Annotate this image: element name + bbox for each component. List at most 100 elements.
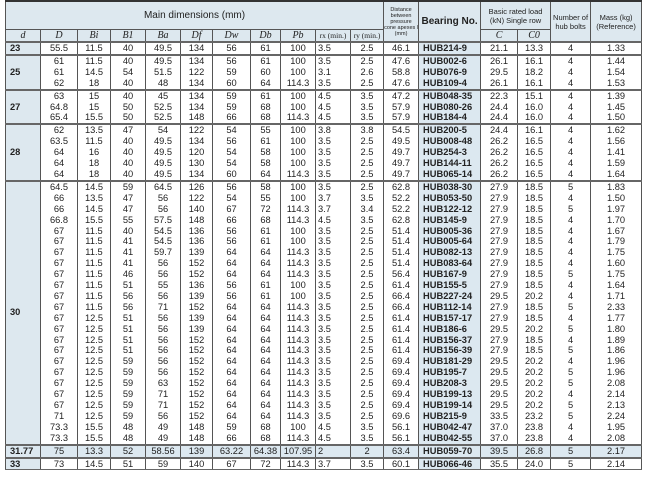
value-cell: 64 bbox=[212, 269, 251, 281]
value-cell: 4 bbox=[550, 158, 592, 169]
value-cell: 2.5 bbox=[349, 225, 385, 237]
value-cell: 2.14 bbox=[590, 456, 643, 471]
value-cell: 139 bbox=[180, 290, 213, 302]
value-cell: 134 bbox=[180, 168, 213, 182]
value-cell: 61.4 bbox=[383, 312, 420, 324]
value-cell: 59 bbox=[110, 367, 146, 379]
value-cell: 56 bbox=[212, 225, 251, 237]
value-cell: 139 bbox=[180, 247, 213, 259]
value-cell: 12.5 bbox=[77, 323, 111, 335]
value-cell: 64.38 bbox=[250, 443, 281, 459]
table-row: 23 55.5 11.5 40 49.5 134 56 61 100 3.5 2.5 46.1 HUB2… bbox=[5, 41, 643, 56]
value-cell: 67 bbox=[212, 456, 251, 471]
value-cell: 5 bbox=[550, 400, 592, 411]
value-cell: 4 bbox=[550, 53, 592, 67]
value-cell: 136 bbox=[180, 236, 213, 248]
value-cell: 67 bbox=[40, 301, 78, 313]
value-cell: 16.5 bbox=[517, 158, 552, 169]
table-row: 67 11.5 51 55 136 56 61 100 3.5 2.5 61.4 HUB155-5 27… bbox=[6, 280, 643, 291]
value-cell: 56 bbox=[145, 192, 181, 204]
value-cell: 4 bbox=[550, 123, 592, 137]
bearing-number-cell: HUB122-12 bbox=[418, 203, 482, 215]
value-cell: 114.3 bbox=[280, 77, 316, 91]
value-cell: 152 bbox=[180, 345, 213, 357]
value-cell: 16.0 bbox=[517, 112, 552, 125]
value-cell: 66 bbox=[212, 214, 251, 226]
value-cell: 61 bbox=[250, 88, 281, 102]
bearing-number-cell: HUB199-13 bbox=[418, 389, 482, 400]
value-cell: 56 bbox=[145, 312, 181, 324]
value-cell: 64 bbox=[212, 334, 251, 346]
value-cell: 27.9 bbox=[480, 301, 519, 313]
value-cell: 64 bbox=[250, 356, 281, 368]
value-cell: 3.5 bbox=[349, 88, 385, 102]
value-cell: 67 bbox=[212, 203, 251, 215]
value-cell: 3.5 bbox=[315, 400, 351, 411]
value-cell: 50 bbox=[110, 112, 146, 125]
bearing-number-cell: HUB208-3 bbox=[418, 378, 482, 390]
value-cell: 18.5 bbox=[517, 301, 552, 313]
value-cell: 5 bbox=[550, 323, 592, 335]
value-cell: 2.5 bbox=[349, 290, 385, 302]
value-cell: 1.71 bbox=[590, 290, 643, 302]
value-cell: 5 bbox=[550, 179, 592, 193]
value-cell: 1.96 bbox=[590, 367, 643, 379]
value-cell: 134 bbox=[180, 77, 213, 91]
value-cell: 21.1 bbox=[480, 41, 519, 56]
value-cell: 51.4 bbox=[383, 225, 420, 237]
value-cell: 1.86 bbox=[590, 345, 643, 357]
bearing-number-cell: HUB155-5 bbox=[418, 280, 482, 291]
value-cell: 61 bbox=[40, 66, 78, 78]
value-cell: 29.5 bbox=[480, 367, 519, 379]
bore-group: 30 64.5 14.5 59 64.5 126 56 58 100 3.5 2.5 62.8 HUB0… bbox=[5, 179, 643, 446]
value-cell: 27.9 bbox=[480, 269, 519, 281]
value-cell: 64 bbox=[250, 168, 281, 182]
value-cell: 3.5 bbox=[349, 101, 385, 113]
value-cell: 4 bbox=[550, 77, 592, 91]
table-row: 62 18 40 48 134 60 64 114.3 3.5 2.5 47.6 HUB109-4 26… bbox=[6, 77, 643, 91]
column-header: d bbox=[5, 29, 41, 43]
value-cell: 59 bbox=[110, 378, 146, 390]
value-cell: 73.3 bbox=[40, 421, 78, 433]
value-cell: 4 bbox=[550, 312, 592, 324]
value-cell: 64 bbox=[40, 168, 78, 182]
value-cell: 20.2 bbox=[517, 356, 552, 368]
table-row: 66.8 15.5 55 57.5 148 66 68 114.3 4.5 3.5 62.8 HUB1… bbox=[6, 214, 643, 226]
value-cell: 56 bbox=[110, 301, 146, 313]
table-row: 31.77 75 13.3 52 58.56 139 63.22 64.38 107.95 2 2 6… bbox=[5, 443, 643, 459]
value-cell: 51.5 bbox=[145, 66, 181, 78]
value-cell: 16.5 bbox=[517, 136, 552, 148]
value-cell: 1.45 bbox=[590, 101, 643, 113]
value-cell: 69.4 bbox=[383, 389, 420, 400]
value-cell: 4 bbox=[550, 421, 592, 433]
value-cell: 2.5 bbox=[349, 77, 385, 91]
bearing-number-cell: HUB184-4 bbox=[418, 112, 482, 125]
value-cell: 64 bbox=[212, 323, 251, 335]
value-cell: 64 bbox=[250, 410, 281, 422]
value-cell: 27.9 bbox=[480, 225, 519, 237]
value-cell: 16.1 bbox=[517, 77, 552, 91]
table-row: 64 18 40 49.5 134 60 64 114.3 3.5 2.5 49.7 HUB065-1… bbox=[6, 168, 643, 182]
value-cell: 68 bbox=[250, 214, 281, 226]
value-cell: 64 bbox=[212, 356, 251, 368]
value-cell: 3.5 bbox=[315, 323, 351, 335]
table-header: Main dimensions (mm) Distance between pr… bbox=[4, 0, 643, 43]
table-row: 67 11.5 46 56 152 64 64 114.3 3.5 2.5 56.4 HUB167-9… bbox=[6, 269, 643, 281]
value-cell: 68 bbox=[250, 101, 281, 113]
value-cell: 114.3 bbox=[280, 258, 316, 270]
value-cell: 60 bbox=[212, 77, 251, 91]
value-cell: 61.4 bbox=[383, 345, 420, 357]
value-cell: 57.9 bbox=[383, 101, 420, 113]
value-cell: 67 bbox=[40, 356, 78, 368]
bore-group: 31.77 75 13.3 52 58.56 139 63.22 64.38 107.95 2 2 6… bbox=[5, 443, 643, 459]
value-cell: 29.5 bbox=[480, 323, 519, 335]
value-cell: 54 bbox=[212, 158, 251, 169]
table-row: 28 62 13.5 47 54 122 54 55 100 3.8 3.8 54.5 HUB200-5… bbox=[5, 123, 643, 181]
value-cell: 122 bbox=[180, 123, 213, 137]
value-cell: 40 bbox=[110, 41, 146, 56]
value-cell: 64 bbox=[212, 301, 251, 313]
value-cell: 59 bbox=[110, 410, 146, 422]
value-cell: 3.5 bbox=[315, 179, 351, 193]
table-row: 65.4 15.5 50 52.5 148 66 68 114.3 4.5 3.5 57.9 HUB1… bbox=[6, 112, 643, 125]
table-row: 67 12.5 59 71 152 64 64 114.3 3.5 2.5 69.4 HUB199-1… bbox=[6, 389, 643, 400]
